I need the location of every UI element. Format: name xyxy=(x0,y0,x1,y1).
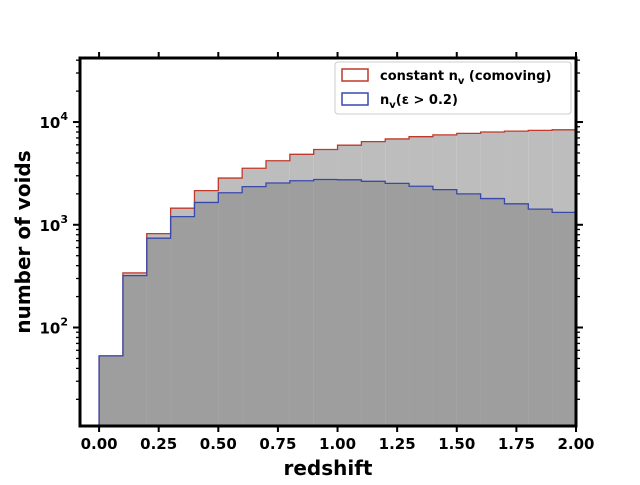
legend-box xyxy=(334,61,572,115)
bar-s1-b2 xyxy=(146,238,171,426)
x-tick-label: 0.75 xyxy=(259,435,296,453)
y-tick-label: 103 xyxy=(39,213,68,235)
x-tick-label: 1.50 xyxy=(438,435,475,453)
y-tick-label: 104 xyxy=(39,110,68,132)
x-tick-label: 1.25 xyxy=(379,435,416,453)
bar-s1-b9 xyxy=(313,179,338,426)
bar-s1-b15 xyxy=(456,193,481,426)
bar-s1-b0 xyxy=(99,355,123,426)
bar-s1-b5 xyxy=(218,192,243,426)
bar-s1-b19 xyxy=(552,212,576,426)
bar-s1-b14 xyxy=(432,189,457,426)
legend-label-0: constant nv (comoving) xyxy=(380,69,551,87)
x-tick-label: 2.00 xyxy=(557,435,594,453)
bar-s1-b4 xyxy=(194,202,219,426)
plot-frame xyxy=(78,56,578,428)
legend-swatch-0 xyxy=(341,68,369,82)
bar-s1-b10 xyxy=(337,179,362,426)
histogram-fills xyxy=(99,129,576,427)
y-axis-label: number of voids xyxy=(11,150,35,333)
x-tick-label: 0.50 xyxy=(200,435,237,453)
histogram-outlines xyxy=(98,129,577,426)
legend-swatch-1 xyxy=(341,92,369,106)
x-tick-label: 0.25 xyxy=(140,435,177,453)
legend: constant nv (comoving) nv(ε > 0.2) xyxy=(334,61,572,115)
bar-s1-b3 xyxy=(170,216,195,426)
y-tick-label: 102 xyxy=(39,316,68,338)
bar-s1-b12 xyxy=(385,183,410,426)
bar-s1-b18 xyxy=(528,209,553,426)
bar-s1-b13 xyxy=(409,186,433,426)
series-outline-0 xyxy=(98,129,577,426)
bar-s1-b17 xyxy=(504,203,529,426)
x-axis-label: redshift xyxy=(283,456,372,480)
legend-label-1: nv(ε > 0.2) xyxy=(380,93,458,111)
bar-s1-b8 xyxy=(289,180,314,426)
x-tick-label: 1.75 xyxy=(498,435,535,453)
bar-s1-b16 xyxy=(480,198,505,426)
bar-s1-b7 xyxy=(266,183,290,426)
bar-s1-b6 xyxy=(242,186,266,426)
series-outline-1 xyxy=(98,178,577,426)
x-tick-label: 1.00 xyxy=(319,435,356,453)
axes: 0.00 0.25 0.50 0.75 1.00 1.25 1.50 1.75 2.00 102 1… xyxy=(11,52,595,480)
bar-s1-b11 xyxy=(361,181,386,426)
bar-s1-b1 xyxy=(122,275,147,426)
x-tick-label: 0.00 xyxy=(81,435,118,453)
